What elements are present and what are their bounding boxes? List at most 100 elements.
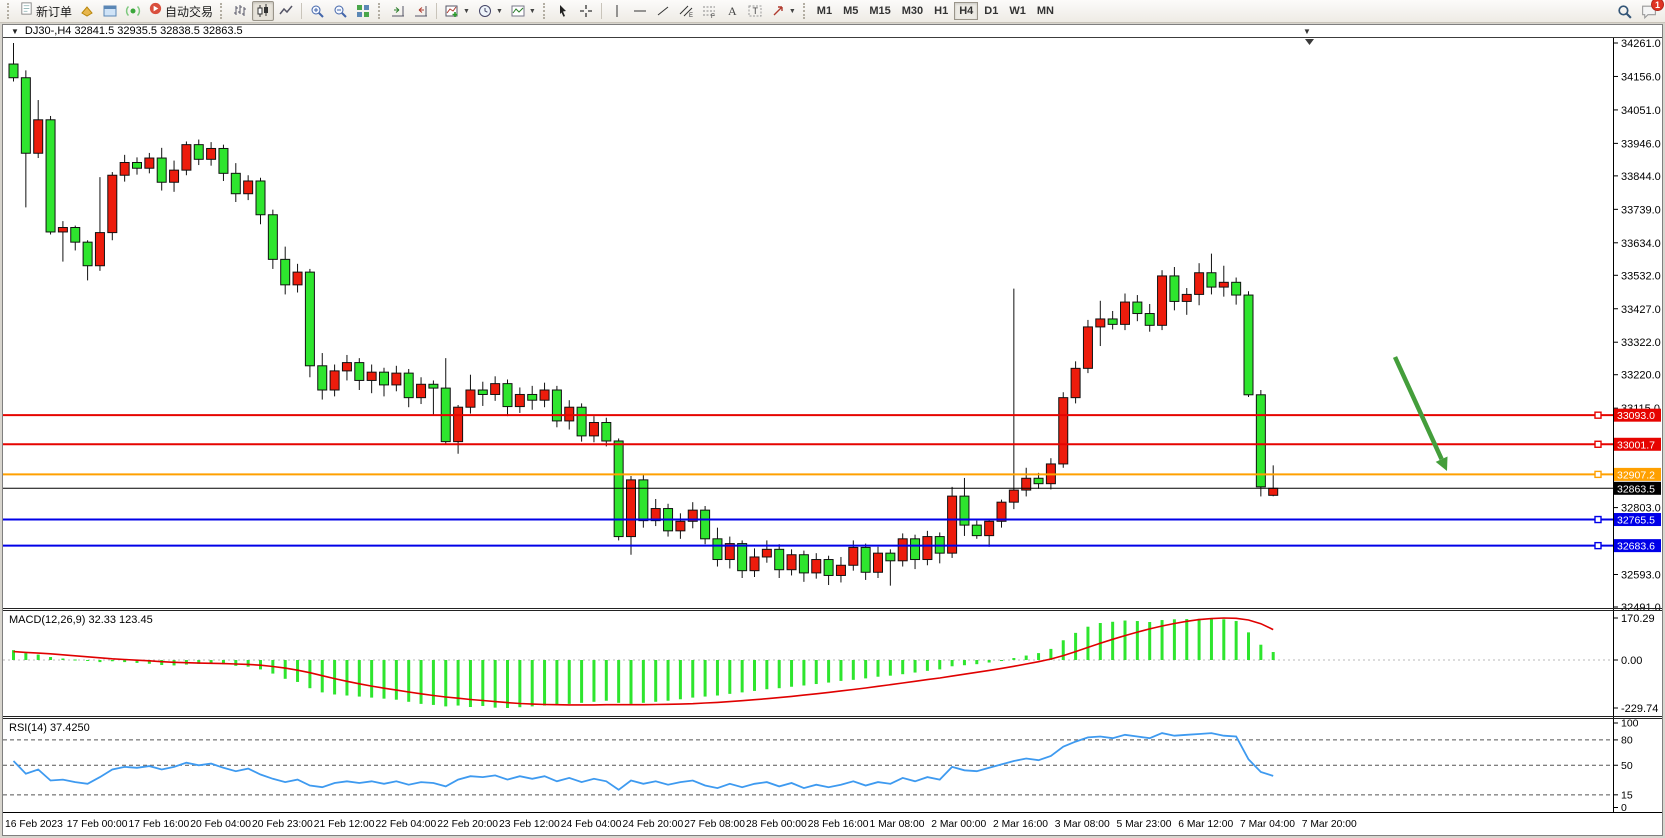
profile-icon [81, 6, 93, 17]
horizontal-line-icon [633, 10, 646, 12]
price-chart-canvas[interactable]: 34261.0 34156.0 34051.0 33946.0 33844.0 33739… [3, 38, 1662, 837]
svg-text:21 Feb 12:00: 21 Feb 12:00 [314, 819, 375, 830]
macd-panel: 170.29 0.00 -229.74 [3, 613, 1658, 715]
channel-button[interactable]: E [675, 1, 697, 21]
auto-trading-button[interactable]: 自动交易 [145, 1, 216, 21]
auto-trading-icon [148, 1, 163, 21]
candlestick-chart-button[interactable] [252, 1, 275, 21]
one-click-dropdown-icon[interactable]: ▼ [11, 26, 19, 36]
channel-icon: E [679, 5, 693, 19]
toolbar-grip[interactable] [220, 3, 225, 19]
svg-text:32863.5: 32863.5 [1617, 483, 1655, 495]
svg-text:E: E [689, 13, 693, 19]
arrows-icon [773, 6, 783, 16]
svg-text:33739.0: 33739.0 [1621, 204, 1661, 216]
svg-text:A: A [728, 4, 737, 18]
text-button[interactable]: A [721, 1, 743, 21]
svg-text:34156.0: 34156.0 [1621, 71, 1661, 83]
cursor-icon [559, 5, 566, 17]
auto-trading-label: 自动交易 [165, 4, 214, 19]
crosshair-button[interactable] [575, 1, 597, 21]
scroll-to-end-button[interactable] [387, 1, 409, 21]
text-label-button[interactable]: T [744, 1, 766, 21]
bar-chart-button[interactable] [229, 1, 251, 21]
hline-objects-layer [3, 356, 1613, 550]
price-badge [1614, 481, 1661, 495]
svg-text:100: 100 [1621, 718, 1639, 730]
svg-text:F: F [711, 14, 715, 19]
horizontal-line-button[interactable] [629, 1, 651, 21]
svg-text:27 Feb 08:00: 27 Feb 08:00 [684, 819, 745, 830]
toolbar-grip[interactable] [378, 3, 383, 19]
arrows-button[interactable]: ▼ [767, 1, 799, 21]
timeframe-M1[interactable]: M1 [816, 5, 833, 17]
timeframe-D1[interactable]: D1 [984, 5, 999, 17]
trendline-icon [657, 6, 669, 16]
zoom-out-icon [334, 5, 347, 18]
vertical-line-button[interactable] [606, 1, 628, 21]
svg-text:0.00: 0.00 [1621, 655, 1642, 667]
clock-icon [478, 5, 491, 17]
search-button[interactable] [1613, 1, 1636, 21]
price-badge [1614, 467, 1661, 481]
timeframe-W1[interactable]: W1 [1009, 5, 1026, 17]
chart-window[interactable]: ▼ DJ30-,H4 32841.5 32935.5 32838.5 32863… [2, 24, 1663, 836]
arrow-annotation [1392, 356, 1444, 461]
hline-handle [1594, 411, 1602, 419]
svg-text:80: 80 [1621, 734, 1633, 746]
new-order-button[interactable]: 新订单 [16, 1, 75, 21]
macd-signal-line [13, 617, 1274, 706]
svg-text:32907.2: 32907.2 [1617, 469, 1655, 481]
svg-text:33220.0: 33220.0 [1621, 370, 1661, 382]
data-window-button[interactable] [122, 1, 144, 21]
crosshair-icon [579, 5, 592, 17]
chart-title: DJ30-,H4 32841.5 32935.5 32838.5 32863.5 [24, 25, 243, 37]
hline-handle [1594, 440, 1602, 448]
candlestick-icon [257, 4, 269, 17]
search-icon [1618, 4, 1632, 19]
time-axis: 16 Feb 2023 17 Feb 00:00 17 Feb 16:00 20 Fe… [3, 812, 1662, 830]
line-chart-button[interactable] [275, 1, 297, 21]
shift-marker-icon[interactable]: ▼ [1303, 27, 1311, 36]
toolbar-grip[interactable] [542, 3, 548, 19]
timeframe-M30[interactable]: M30 [901, 5, 924, 17]
hline-handle [1594, 515, 1602, 524]
price-axis: 34261.0 34156.0 34051.0 33946.0 33844.0 33739… [1613, 38, 1661, 812]
bar-chart-icon [234, 5, 247, 16]
svg-text:1 Mar 08:00: 1 Mar 08:00 [870, 819, 925, 830]
market-watch-button[interactable] [99, 1, 121, 21]
indicators-button[interactable]: ▼ [441, 1, 473, 21]
timeframe-M5[interactable]: M5 [843, 5, 859, 17]
svg-text:5 Mar 23:00: 5 Mar 23:00 [1117, 819, 1172, 830]
zoom-in-button[interactable] [306, 1, 328, 21]
timeframe-H1[interactable]: H1 [934, 5, 949, 17]
timeframe-H4[interactable]: H4 [954, 2, 979, 20]
toolbar-grip[interactable] [7, 3, 12, 19]
svg-text:50: 50 [1621, 760, 1633, 772]
tile-windows-button[interactable] [352, 1, 374, 21]
timeframe-MN[interactable]: MN [1036, 5, 1054, 17]
rsi-panel: 100 80 50 150 [3, 718, 1639, 814]
chart-shift-button[interactable] [410, 1, 432, 21]
svg-text:33844.0: 33844.0 [1621, 171, 1661, 183]
profiles-button[interactable] [76, 1, 98, 21]
toolbar-grip[interactable] [802, 3, 808, 19]
timeframe-M15[interactable]: M15 [869, 5, 891, 17]
scroll-end-icon [392, 6, 405, 17]
notifications-button[interactable]: 1 [1637, 0, 1664, 21]
zoom-out-button[interactable] [329, 1, 351, 21]
fibonacci-button[interactable]: F [698, 1, 720, 21]
chevron-down-icon: ▼ [788, 7, 796, 15]
new-order-icon [19, 1, 34, 21]
periods-button[interactable]: ▼ [474, 1, 506, 21]
templates-button[interactable]: ▼ [507, 1, 539, 21]
cursor-button[interactable] [552, 1, 574, 21]
chart-title-row: ▼ DJ30-,H4 32841.5 32935.5 32838.5 32863… [3, 25, 1662, 38]
svg-text:32803.0: 32803.0 [1621, 503, 1661, 515]
trendline-button[interactable] [652, 1, 674, 21]
svg-text:33634.0: 33634.0 [1621, 238, 1661, 250]
candles-layer [8, 39, 1314, 586]
svg-text:32593.0: 32593.0 [1621, 570, 1661, 582]
notification-badge: 1 [1651, 0, 1664, 11]
svg-text:22 Feb 04:00: 22 Feb 04:00 [376, 819, 437, 830]
